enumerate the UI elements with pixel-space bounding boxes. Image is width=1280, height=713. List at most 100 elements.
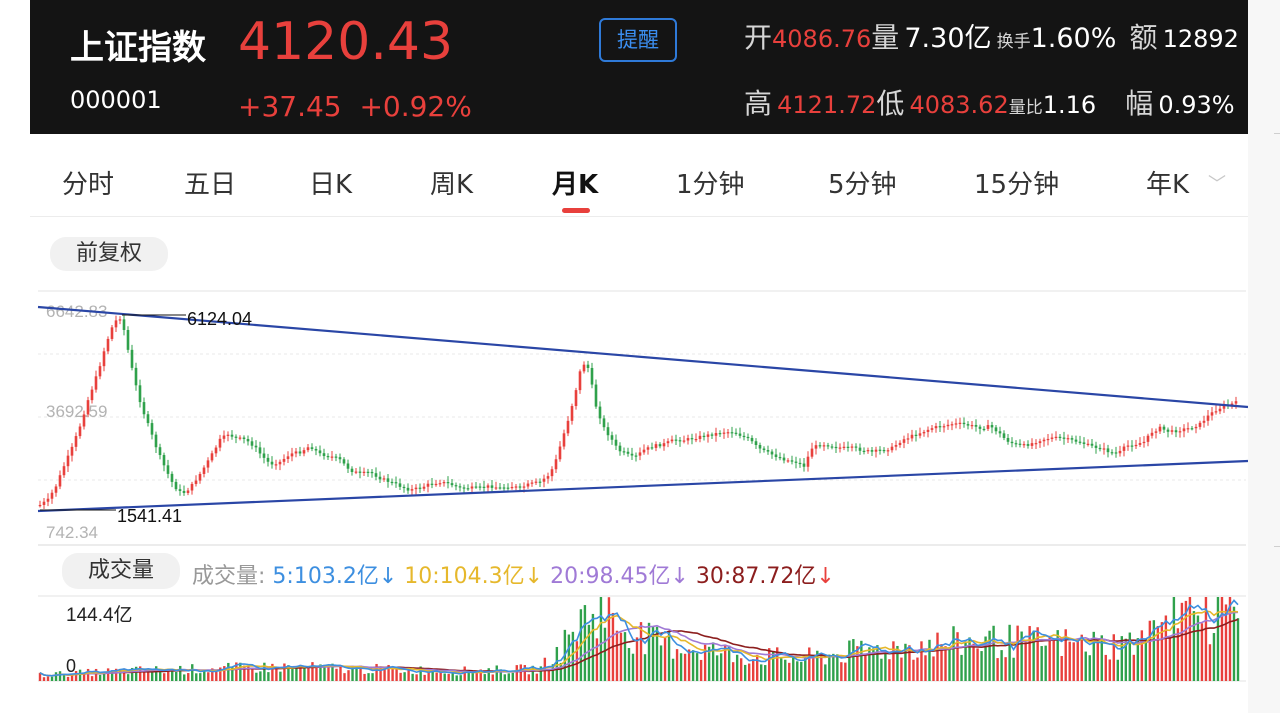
volume-bar: [58, 671, 62, 681]
volume-bars: [38, 597, 1240, 681]
ma20-line: [39, 611, 1239, 677]
candle-body: [278, 461, 282, 465]
volume-indicator-button[interactable]: 成交量: [62, 553, 180, 589]
candle-body: [590, 367, 594, 385]
candle-body: [1154, 431, 1158, 433]
left-margin: [0, 0, 30, 713]
volume-bar: [191, 664, 194, 681]
candle-body: [282, 458, 286, 462]
candle-body: [1218, 408, 1222, 412]
volume-bar: [355, 666, 358, 681]
volume-bar: [455, 675, 458, 681]
candle-body: [1078, 441, 1082, 443]
volume-bar: [515, 665, 518, 681]
volume-bar: [635, 637, 639, 681]
tab-daily-k[interactable]: 日K: [309, 170, 353, 200]
volume-bar: [1012, 657, 1015, 681]
volume-bar: [479, 669, 482, 681]
tab-five-day[interactable]: 五日: [184, 170, 237, 200]
candle-body: [1194, 426, 1198, 429]
candle-body: [1006, 437, 1010, 442]
volume-bar: [984, 636, 987, 681]
volume-bar: [1152, 620, 1156, 681]
tab-weekly-k[interactable]: 周K: [430, 170, 474, 200]
volume-bar: [788, 662, 791, 681]
chevron-down-icon[interactable]: ﹀: [1208, 174, 1226, 195]
candle-body: [734, 432, 738, 434]
volume-bar: [675, 649, 679, 681]
volume-bar: [387, 664, 390, 681]
volume-bar: [703, 644, 707, 681]
candle-body: [810, 448, 814, 457]
candle-body: [598, 406, 602, 419]
tab-intraday[interactable]: 分时: [62, 170, 115, 200]
volume-bar: [146, 671, 150, 681]
remind-button[interactable]: 提醒: [599, 18, 677, 62]
volume-bar: [471, 673, 474, 681]
volume-bar: [631, 653, 635, 681]
candle-body: [674, 439, 678, 441]
candle-body: [626, 451, 630, 454]
volume-bar: [335, 668, 338, 681]
candle-body: [882, 449, 886, 452]
candle-body: [1150, 432, 1154, 436]
volume-bar: [623, 632, 627, 681]
volume-bar: [1188, 597, 1192, 681]
volume-bar: [916, 657, 919, 681]
candle-body: [54, 486, 58, 493]
candle-body: [594, 384, 598, 407]
candle-body: [782, 457, 786, 461]
candle-body: [774, 454, 778, 458]
volume-bar: [896, 645, 899, 681]
candle-body: [378, 476, 382, 480]
volume-bar: [527, 674, 531, 681]
adjust-mode-button[interactable]: 前复权: [50, 237, 168, 271]
volume-bar: [1136, 638, 1140, 681]
volume-bar: [167, 668, 170, 681]
tab-monthly-k[interactable]: 月K: [552, 170, 599, 200]
tab-15min[interactable]: 15分钟: [974, 170, 1060, 200]
candle-body: [830, 446, 834, 448]
volume-bar: [844, 662, 847, 681]
volume-bar: [54, 672, 58, 681]
volume-bar: [760, 664, 763, 681]
volume-bar: [908, 645, 911, 681]
volume-bar: [211, 668, 214, 681]
ma5-line: [39, 599, 1239, 677]
volume-bar: [395, 667, 398, 681]
volume-bar: [163, 673, 166, 681]
volume-bar: [1036, 627, 1039, 681]
tab-yearly-k[interactable]: 年K: [1146, 170, 1190, 200]
stats-row-2: 高 4121.72低 4083.62量比1.16 幅 0.93%: [744, 82, 1235, 122]
candle-body: [546, 476, 550, 479]
volume-bar: [1180, 602, 1184, 681]
ma20-arrow: ↓: [670, 564, 689, 589]
volume-bar: [1200, 623, 1204, 681]
volume-bar: [114, 668, 118, 681]
ma5-value: 5:103.2亿: [272, 564, 379, 589]
volume-bar: [679, 653, 683, 681]
candle-body: [1210, 412, 1214, 416]
candle-body: [430, 483, 434, 485]
volume-bar: [359, 665, 362, 681]
volume-bar: [219, 667, 222, 681]
trough-label: 1541.41: [117, 506, 182, 526]
volume-bar: [419, 666, 422, 681]
candle-body: [562, 433, 566, 447]
tab-1min[interactable]: 1分钟: [676, 170, 745, 200]
candle-body: [754, 441, 758, 446]
candle-body: [210, 453, 214, 461]
turnover-value: 1.60%: [1030, 23, 1117, 54]
candle-body: [194, 480, 198, 484]
volume-bar: [707, 646, 711, 681]
amplitude-label: 幅: [1125, 87, 1154, 120]
volume-bar: [988, 630, 991, 681]
ma10-arrow: ↓: [524, 564, 544, 589]
candle-body: [42, 501, 46, 505]
volume-bar: [904, 643, 907, 681]
candle-body: [942, 426, 946, 428]
candle-body: [110, 327, 114, 339]
volume-bar: [595, 638, 599, 681]
candle-body: [518, 486, 522, 488]
tab-5min[interactable]: 5分钟: [828, 170, 897, 200]
